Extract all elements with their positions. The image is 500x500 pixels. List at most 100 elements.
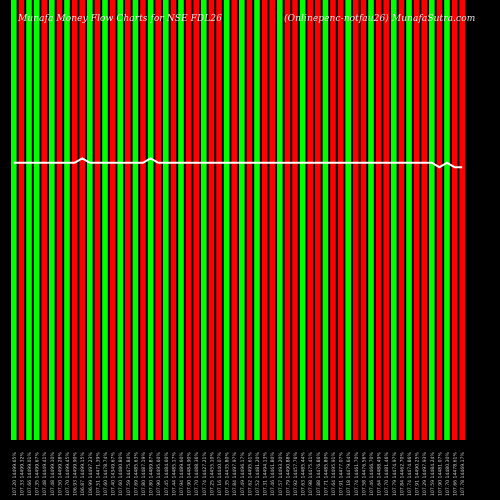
x-tick-label: 107.74 14474.86%	[407, 452, 413, 496]
x-tick-label: 106.93 14499.90%	[73, 452, 79, 496]
bar	[292, 0, 298, 440]
bar	[216, 0, 222, 440]
x-tick-label: 107.50 14499.28%	[57, 452, 63, 496]
x-tick-label: 107.44 14485.17%	[171, 452, 177, 496]
bar	[299, 0, 306, 440]
bar	[64, 0, 70, 440]
bar	[368, 0, 374, 440]
x-tick-label: 107.70 14481.46%	[384, 452, 390, 496]
x-tick-label: 107.18 14479.64%	[346, 452, 352, 496]
bar	[155, 0, 161, 440]
bar	[353, 0, 359, 440]
bar	[125, 0, 131, 440]
x-tick-label: 107.16 14440.07%	[217, 452, 223, 496]
x-tick-label: 107.59 14484.24%	[430, 452, 436, 496]
bar	[33, 0, 40, 440]
x-tick-label: 107.98 14475.41%	[308, 452, 314, 496]
bar	[185, 0, 192, 440]
bar	[26, 0, 32, 440]
x-tick-label: 107.57 14493.20%	[278, 452, 284, 496]
bar	[49, 0, 55, 440]
bar	[18, 0, 25, 440]
bar	[345, 0, 351, 440]
x-tick-label: 107.84 14462.70%	[399, 452, 405, 496]
bar	[94, 0, 101, 440]
x-tick-label: 107.63 14485.44%	[301, 452, 307, 496]
bar	[71, 0, 78, 440]
bar	[102, 0, 108, 440]
bar	[406, 0, 412, 440]
bar	[87, 0, 93, 440]
x-tick-label: 107.71 14485.80%	[323, 452, 329, 496]
x-tick-label: 107.69 14485.63%	[133, 452, 139, 496]
x-tick-label: 107.70 14499.45%	[65, 452, 71, 496]
bar	[132, 0, 139, 440]
bar	[429, 0, 435, 440]
bar	[444, 0, 450, 440]
x-tick-label: 107.78 14469.17%	[460, 452, 466, 496]
chart-title: Munafa Money Flow Charts for NSE FDL26	[18, 14, 223, 24]
bar	[117, 0, 123, 440]
x-tick-label: 107.90 14481.07%	[437, 452, 443, 496]
bar	[307, 0, 313, 440]
x-tick-label: 107.33 14499.32%	[19, 452, 25, 496]
x-tick-label: 107.79 14490.88%	[285, 452, 291, 496]
bar	[201, 0, 207, 440]
x-tick-label: 107.70 14488.36%	[194, 452, 200, 496]
bar	[208, 0, 215, 440]
x-axis-labels: 107.20 14499.65% 107.33 14499.32% 107.66 1…	[12, 452, 466, 496]
x-tick-label: 107.48 14449.41%	[42, 452, 48, 496]
x-tick-label: 107.60 14480.80%	[118, 452, 124, 496]
x-tick-label: 107.94 14489.60%	[179, 452, 185, 496]
x-tick-label: 107.35 14435.80%	[225, 452, 231, 496]
bar	[41, 0, 47, 440]
x-tick-label: 107.88 14476.86%	[316, 452, 322, 496]
bar	[330, 0, 336, 440]
bar	[391, 0, 397, 440]
x-tick-label: 107.48 14499.10%	[50, 452, 56, 496]
bar	[246, 0, 253, 440]
bar	[269, 0, 275, 440]
x-tick-label: 107.60 14478.74%	[103, 452, 109, 496]
x-tick-label: 106.87 14499.15%	[80, 452, 86, 496]
bar	[383, 0, 389, 440]
x-tick-label: 107.92 14457.76%	[293, 452, 299, 496]
x-tick-label: 107.40 14349.67%	[111, 452, 117, 496]
x-tick-label: 107.49 14496.17%	[240, 452, 246, 496]
x-tick-label: 107.90 14495.60%	[156, 452, 162, 496]
x-tick-label: 107.20 14499.65%	[12, 452, 18, 496]
x-tick-label: 107.80 14487.19%	[141, 452, 147, 496]
bar	[231, 0, 237, 440]
x-tick-label: 107.31 14494.13%	[263, 452, 269, 496]
bar	[337, 0, 344, 440]
bar	[284, 0, 291, 440]
bar	[261, 0, 268, 440]
bar	[223, 0, 230, 440]
x-tick-label: 107.25 14455.10%	[209, 452, 215, 496]
bar	[254, 0, 260, 440]
bar	[451, 0, 458, 440]
x-tick-label: 107.84 14497.97%	[232, 452, 238, 496]
bar	[413, 0, 420, 440]
x-tick-label: 106.99 14497.23%	[88, 452, 94, 496]
x-tick-label: 107.64 14488.49%	[377, 452, 383, 496]
bar-series	[11, 0, 465, 440]
x-tick-label: 107.59 14475.84%	[126, 452, 132, 496]
x-tick-label: 107.52 14481.20%	[255, 452, 261, 496]
bar	[11, 0, 17, 440]
bar	[178, 0, 184, 440]
x-tick-label: 107.74 14461.70%	[354, 452, 360, 496]
price-line-layer	[13, 157, 463, 169]
bar	[163, 0, 169, 440]
x-tick-label: 107.66 14499.01%	[27, 452, 33, 496]
x-tick-label: 107.58 14476.56%	[361, 452, 367, 496]
bar	[436, 0, 443, 440]
bar	[277, 0, 283, 440]
bar	[360, 0, 367, 440]
x-tick-label: 107.90 14484.90%	[187, 452, 193, 496]
x-tick-label: 107.46 14466.70%	[369, 452, 375, 496]
bar	[109, 0, 116, 440]
x-tick-label: 107.45 14484.60%	[164, 452, 170, 496]
bar	[239, 0, 245, 440]
